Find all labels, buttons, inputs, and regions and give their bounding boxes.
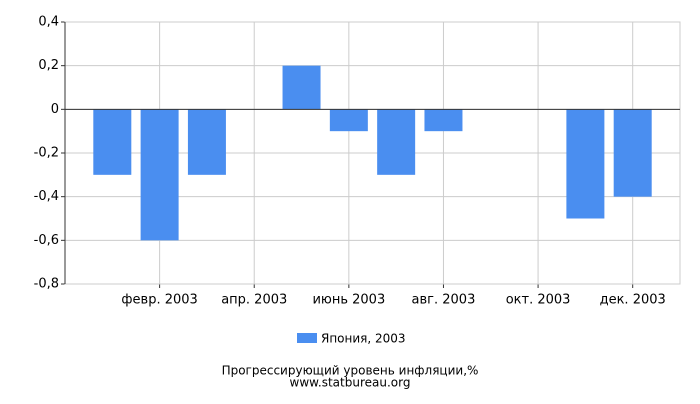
bar xyxy=(187,109,226,175)
x-tick-label: февр. 2003 xyxy=(121,293,197,308)
x-tick-label: авг. 2003 xyxy=(412,293,476,308)
x-tick-label: дек. 2003 xyxy=(600,293,666,308)
source: www.statbureau.org xyxy=(290,376,411,390)
bar xyxy=(566,109,605,219)
y-tick-label: 0,4 xyxy=(38,15,59,30)
bar xyxy=(424,109,463,132)
bar xyxy=(140,109,179,241)
y-tick-label: -0,8 xyxy=(34,277,59,292)
y-tick-label: 0,2 xyxy=(38,58,59,73)
bar xyxy=(613,109,652,197)
bar xyxy=(93,109,132,175)
bar xyxy=(282,65,321,110)
y-tick-label: 0 xyxy=(51,102,59,117)
y-tick-label: -0,2 xyxy=(34,146,59,161)
legend-swatch xyxy=(297,333,317,343)
x-tick-label: апр. 2003 xyxy=(221,293,287,308)
y-tick-label: -0,4 xyxy=(34,189,59,204)
legend-label: Япония, 2003 xyxy=(321,332,406,346)
y-tick-label: -0,6 xyxy=(34,233,59,248)
bar xyxy=(377,109,416,175)
chart-title: Прогрессирующий уровень инфляции,% xyxy=(222,364,479,378)
bar xyxy=(329,109,368,132)
x-tick-label: окт. 2003 xyxy=(506,293,571,308)
x-tick-label: июнь 2003 xyxy=(312,293,385,308)
